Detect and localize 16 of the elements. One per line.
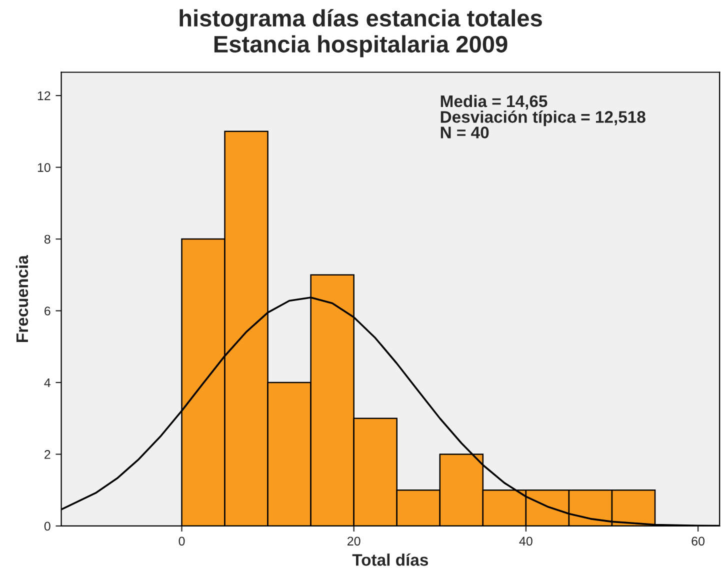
y-tick-label: 6 <box>44 306 50 316</box>
chart-title: histograma días estancia totales <box>180 9 542 32</box>
y-tick-label: 10 <box>38 163 50 172</box>
x-tick-label: 0 <box>178 536 185 546</box>
y-tick-label: 0 <box>44 522 50 531</box>
y-axis-title: Frecuencia <box>16 255 28 342</box>
x-axis-title: Total días <box>352 553 428 566</box>
y-tick-label: 2 <box>44 450 50 459</box>
chart-subtitle: Estancia hospitalaria 2009 <box>214 35 508 58</box>
x-tick-label: 60 <box>692 536 705 546</box>
y-tick-label: 8 <box>44 234 50 244</box>
x-tick-label: 20 <box>348 536 360 546</box>
annotation: Media = 14,65 Desviación típica = 12,518 N = 40 <box>440 94 646 138</box>
y-tick-label: 4 <box>44 378 51 388</box>
y-tick-label: 12 <box>38 91 50 100</box>
x-tick-label: 40 <box>519 536 532 546</box>
